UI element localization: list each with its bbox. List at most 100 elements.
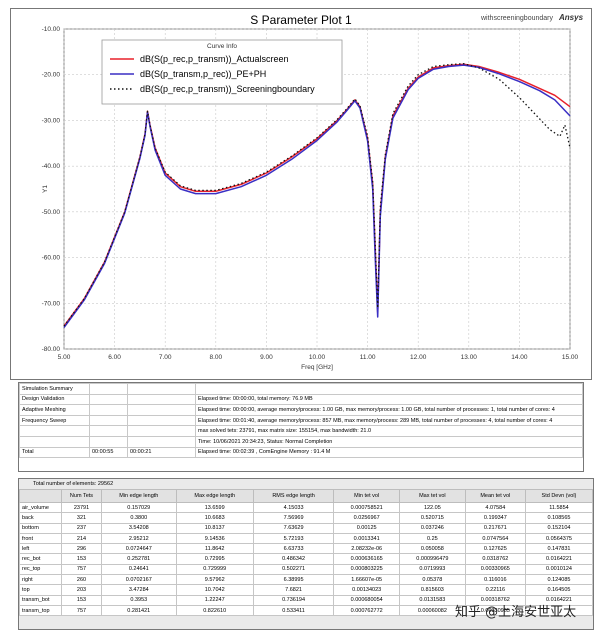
mesh-statistics-panel: Total number of elements: 29562 Num Tets… [18,478,594,630]
series-line-2 [63,64,571,328]
stats-row: left 296 0.0724647 11.8642 6.63733 2.08232e-0… [19,543,594,555]
stats-row: rec_top 757 0.24641 0.729999 0.502271 0.00080… [19,563,594,576]
stats-column-header: Min tet vol [333,489,401,503]
stats-cell: 0.281421 [101,604,177,617]
stats-cell: 0.000996479 [399,553,466,565]
total-elements: Total number of elements: 29562 [19,479,593,489]
y-tick-label: -50.00 [42,209,61,216]
summary-row: Simulation Summary [19,383,583,395]
stats-cell: 0.164505 [524,584,594,596]
x-axis-label: Freq [GHz] [301,364,333,371]
stats-row: air_volume 23791 0.157029 13.6599 4.15033 0.0… [19,501,594,514]
y-tick-label: -60.00 [42,255,61,262]
stats-cell: 10.8137 [175,522,254,534]
legend-entry: dB(S(p_transm,p_rec))_PE+PH [140,69,266,79]
summary-cell: max solved tets: 23791, max matrix size:… [195,425,583,437]
simulation-summary-table: Simulation Summary Design Validation Elaps… [19,383,583,459]
stats-row-name: right [19,574,62,586]
stats-column-header: RMS edge length [252,489,335,503]
stats-row-name: air_volume [19,501,62,514]
stats-row-name: left [19,543,62,555]
x-tick-label: 6.00 [108,354,121,361]
summary-cell: Elapsed time: 00:01:40, average memory/p… [195,414,583,427]
stats-cell: 203 [61,584,102,596]
stats-cell: 1.22247 [175,594,254,606]
summary-cell [89,435,128,448]
stats-cell: 0.486342 [252,553,335,565]
plot-title: S Parameter Plot 1 [250,13,352,27]
stats-row-name: top [19,584,62,596]
y-tick-label: -70.00 [42,300,61,307]
y-axis-label: Y1 [42,185,49,193]
stats-cell: 0.0719993 [399,563,466,576]
stats-cell: 2.95212 [101,532,177,545]
legend-entry: dB(S(p_rec,p_transm))_Actualscreen [140,54,289,64]
stats-cell: 0.0564375 [524,532,594,545]
summary-cell: Time: 10/06/2021 20:34:23, Status: Norma… [195,435,583,448]
summary-cell: 00:00:55 [89,446,128,459]
stats-row: top 203 3.47284 10.7042 7.6821 0.00134023 0.81… [19,584,594,596]
stats-cell: 5.72193 [252,532,335,545]
total-elements-label: Total number of elements: [33,481,97,487]
stats-cell: 237 [61,522,102,534]
summary-cell: 00:00:21 [127,446,196,459]
stats-cell: 0.05378 [399,574,466,586]
stats-cell: 13.6599 [175,501,254,514]
mesh-statistics-table: Num Tets Min edge length Max edge length RM… [19,489,594,617]
x-tick-label: 14.00 [511,354,528,361]
stats-cell: 0.0724647 [101,543,177,555]
stats-row: transm_top 757 0.281421 0.822610 0.533411 0.0… [19,604,594,617]
stats-cell: 0.0013341 [333,532,401,545]
summary-cell: Total [19,446,90,459]
summary-row: Total 00:00:55 00:00:21 Elapsed time: 00:02… [19,446,583,459]
summary-cell [19,435,90,448]
stats-cell: 0.815603 [399,584,466,596]
stats-cell: 0.000636165 [333,553,401,565]
stats-cell: 0.147831 [524,543,594,555]
x-tick-label: 13.00 [461,354,478,361]
stats-row-name: transm_bot [19,594,62,606]
stats-cell: 1.66607e-05 [333,574,401,586]
stats-column-header: Min edge length [101,489,177,503]
x-tick-label: 9.00 [260,354,273,361]
total-elements-value: 29562 [97,481,114,487]
stats-cell: 0.520715 [399,512,466,524]
stats-cell: 0.050058 [399,543,466,555]
stats-cell: 0.3800 [101,512,177,524]
summary-row: max solved tets: 23791, max matrix size:… [19,425,583,437]
stats-cell: 0.000803225 [333,563,401,576]
stats-cell: 6.38995 [252,574,335,586]
summary-cell [19,425,90,437]
stats-cell: 0.157029 [101,501,177,514]
summary-row: Frequency Sweep Elapsed time: 00:01:40, a… [19,414,583,427]
legend-entry: dB(S(p_rec,p_transm))_Screeningboundary [140,84,315,94]
stats-cell: 757 [61,604,102,617]
summary-cell: Adaptive Meshing [19,404,90,416]
stats-cell: 757 [61,563,102,576]
summary-row: Design Validation Elapsed time: 00:00:00,… [19,393,583,406]
stats-column-header [19,489,62,503]
x-tick-label: 15.00 [562,354,579,361]
stats-cell: 122.05 [399,501,466,514]
stats-row: front 214 2.95212 9.14536 5.72193 0.0013341 0.… [19,532,594,545]
stats-cell: 0.822610 [175,604,254,617]
stats-cell: 0.116016 [464,574,526,586]
x-tick-label: 10.00 [309,354,326,361]
stats-row: right 260 0.0702167 9.57962 6.38995 1.66607e-… [19,574,594,586]
stats-cell: 3.47284 [101,584,177,596]
stats-column-header: Max edge length [175,489,254,503]
summary-cell [89,383,128,395]
stats-cell: 0.24641 [101,563,177,576]
summary-cell: Elapsed time: 00:00:00, total memory: 76… [195,393,583,406]
stats-cell: 11.8642 [175,543,254,555]
stats-cell: 214 [61,532,102,545]
stats-cell: 7.63629 [252,522,335,534]
stats-cell: 0.502271 [252,563,335,576]
stats-cell: 0.25 [399,532,466,545]
stats-cell: 0.000680054 [333,594,401,606]
stats-cell: 4.15033 [252,501,335,514]
stats-row: back 321 0.3800 10.6683 7.56969 0.0256967 0.52… [19,512,594,524]
y-tick-label: -10.00 [42,26,61,33]
stats-cell: 9.14536 [175,532,254,545]
summary-cell [89,425,128,437]
